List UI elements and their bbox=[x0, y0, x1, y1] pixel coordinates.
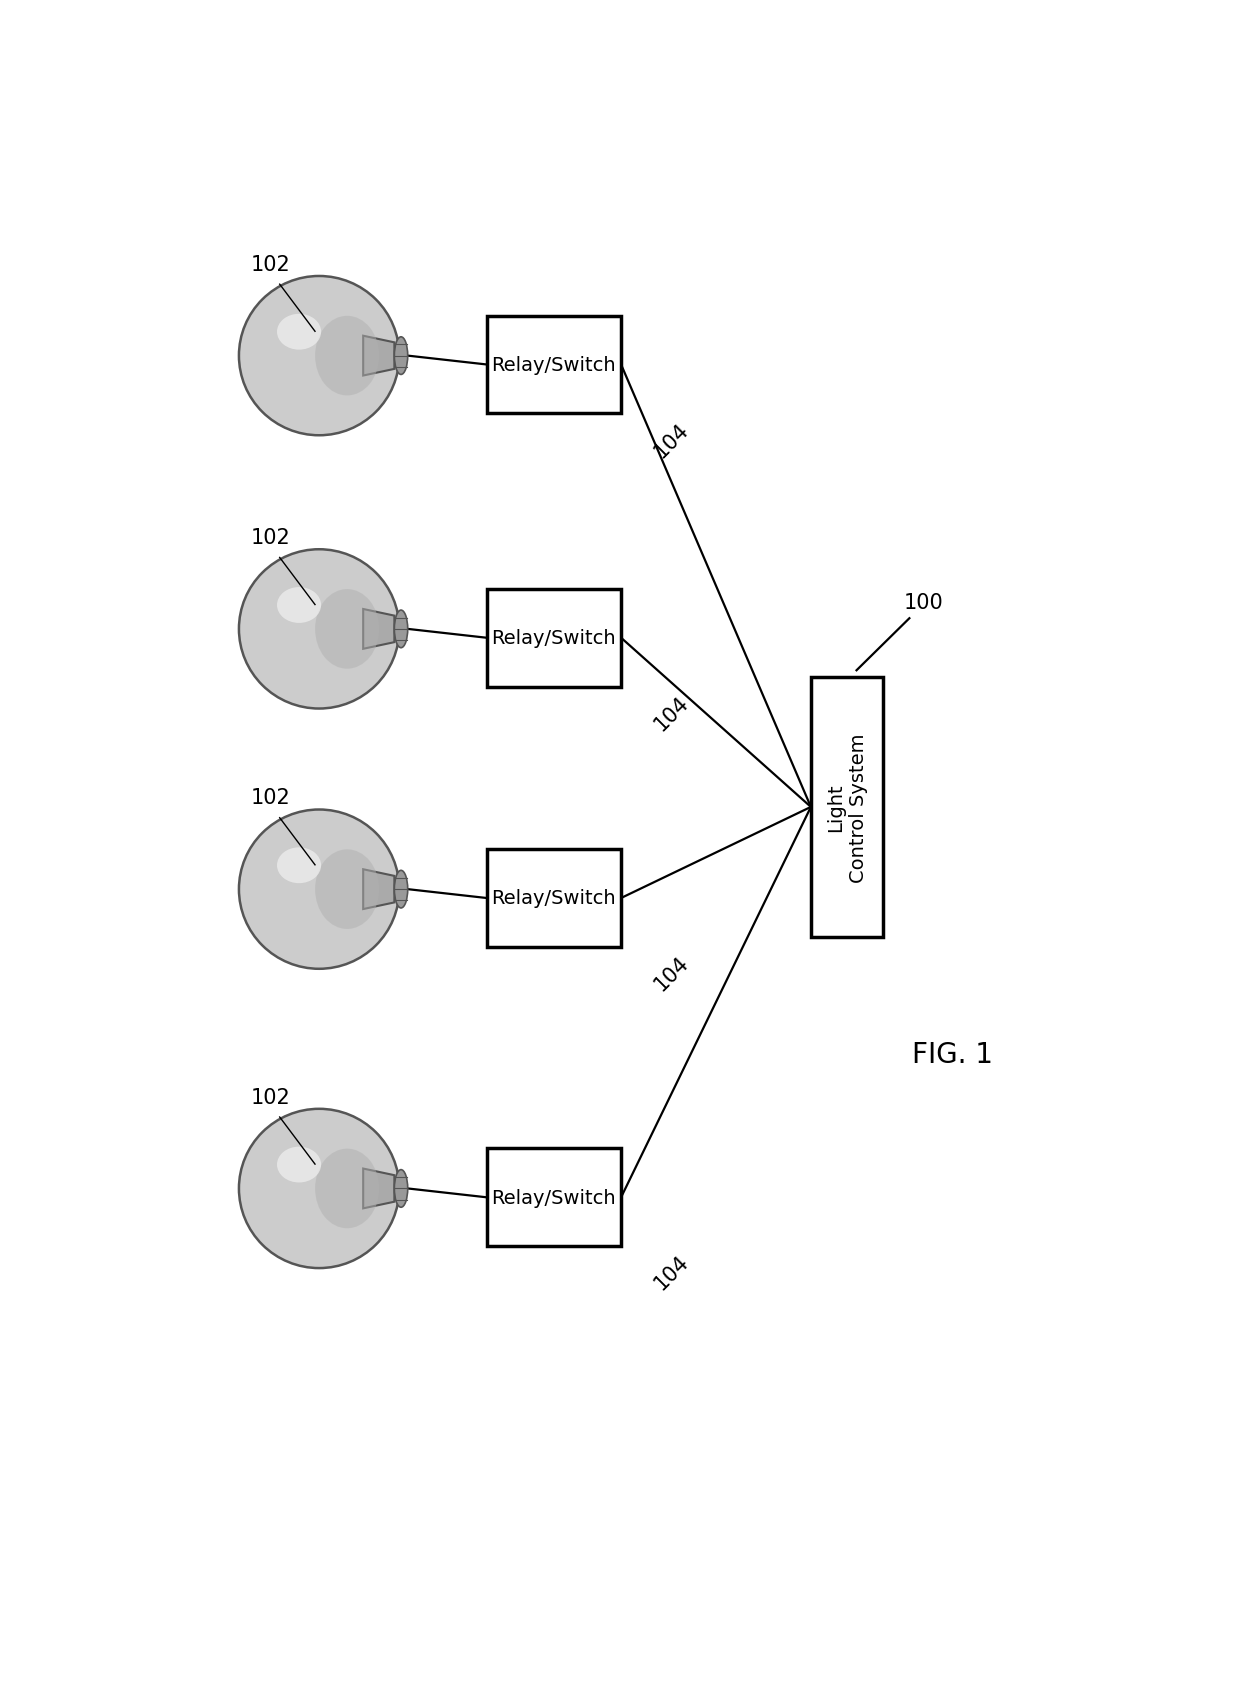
Ellipse shape bbox=[239, 551, 399, 709]
Ellipse shape bbox=[315, 589, 379, 669]
Ellipse shape bbox=[394, 1170, 408, 1208]
Polygon shape bbox=[363, 610, 394, 649]
Text: Relay/Switch: Relay/Switch bbox=[491, 888, 616, 909]
Text: 104: 104 bbox=[650, 1252, 692, 1294]
Ellipse shape bbox=[315, 316, 379, 397]
Text: 102: 102 bbox=[250, 255, 290, 275]
Text: 102: 102 bbox=[250, 1088, 290, 1106]
Ellipse shape bbox=[394, 338, 408, 375]
Text: 104: 104 bbox=[650, 692, 692, 735]
Ellipse shape bbox=[394, 611, 408, 649]
Ellipse shape bbox=[315, 850, 379, 929]
Text: 100: 100 bbox=[904, 593, 944, 613]
Polygon shape bbox=[363, 870, 394, 909]
Ellipse shape bbox=[239, 277, 399, 436]
Ellipse shape bbox=[394, 872, 408, 909]
Text: FIG. 1: FIG. 1 bbox=[913, 1040, 993, 1069]
Text: Relay/Switch: Relay/Switch bbox=[491, 1187, 616, 1208]
Polygon shape bbox=[363, 336, 394, 377]
Polygon shape bbox=[363, 1169, 394, 1209]
Ellipse shape bbox=[277, 848, 321, 883]
Text: Light
Control System: Light Control System bbox=[826, 733, 868, 882]
Ellipse shape bbox=[277, 314, 321, 350]
FancyBboxPatch shape bbox=[486, 1149, 621, 1246]
Ellipse shape bbox=[315, 1149, 379, 1228]
Text: Relay/Switch: Relay/Switch bbox=[491, 356, 616, 375]
Ellipse shape bbox=[277, 1147, 321, 1182]
Text: 102: 102 bbox=[250, 787, 290, 807]
FancyBboxPatch shape bbox=[486, 850, 621, 948]
Ellipse shape bbox=[239, 811, 399, 969]
FancyBboxPatch shape bbox=[486, 589, 621, 687]
FancyBboxPatch shape bbox=[486, 316, 621, 414]
FancyBboxPatch shape bbox=[811, 677, 883, 937]
Text: 102: 102 bbox=[250, 527, 290, 547]
Text: 104: 104 bbox=[650, 419, 692, 461]
Ellipse shape bbox=[277, 588, 321, 623]
Text: 104: 104 bbox=[650, 953, 692, 995]
Text: Relay/Switch: Relay/Switch bbox=[491, 628, 616, 649]
Ellipse shape bbox=[239, 1110, 399, 1268]
